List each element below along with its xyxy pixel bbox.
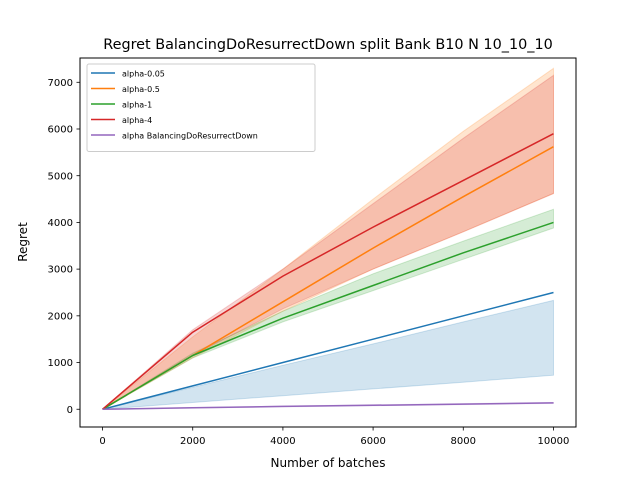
y-axis-label: Regret [16,222,30,262]
confidence-bands [102,67,554,410]
y-tick-label: 4000 [48,218,73,229]
y-tick-label: 1000 [48,358,73,369]
x-axis: 0 2000 4000 6000 8000 10000 [99,427,569,447]
x-axis-label: Number of batches [271,456,386,470]
legend-label-alpha-0-5: alpha-0.5 [122,85,160,94]
legend-box [86,63,316,152]
series-lines [102,133,554,411]
legend-label-alpha-0-05: alpha-0.05 [122,69,165,78]
y-tick-label: 3000 [48,265,73,276]
x-tick-label: 2000 [180,436,205,447]
y-tick-label: 6000 [48,125,73,136]
band-alpha-0-5 [102,67,554,410]
line-alpha-4 [102,133,554,410]
x-tick-label: 8000 [451,436,476,447]
legend-label-alpha-4: alpha-4 [122,116,152,125]
band-alpha-0-05 [102,299,554,410]
line-alpha-0-05 [102,291,554,411]
legend-label-alpha-balancingdoresurrectdown: alpha BalancingDoResurrectDown [122,131,258,140]
chart-title: Regret BalancingDoResurrectDown split Ba… [103,37,553,53]
x-tick-label: 6000 [360,436,385,447]
y-axis: 0 1000 2000 3000 4000 5000 6000 7000 [48,78,80,416]
x-tick-label: 10000 [538,436,570,447]
line-alpha-balancingdoresurrectdown [102,402,554,411]
band-alpha-1 [102,208,554,410]
plot-frame [79,57,577,428]
line-alpha-1 [102,221,554,410]
y-tick-label: 5000 [48,171,73,182]
x-tick-label: 0 [99,436,105,447]
x-tick-label: 4000 [270,436,295,447]
y-tick-label: 0 [67,405,73,416]
legend-label-alpha-1: alpha-1 [122,100,152,109]
y-tick-label: 2000 [48,311,73,322]
y-tick-label: 7000 [48,78,73,89]
legend: alpha-0.05 alpha-0.5 alpha-1 alpha-4 alpha B… [86,63,316,152]
